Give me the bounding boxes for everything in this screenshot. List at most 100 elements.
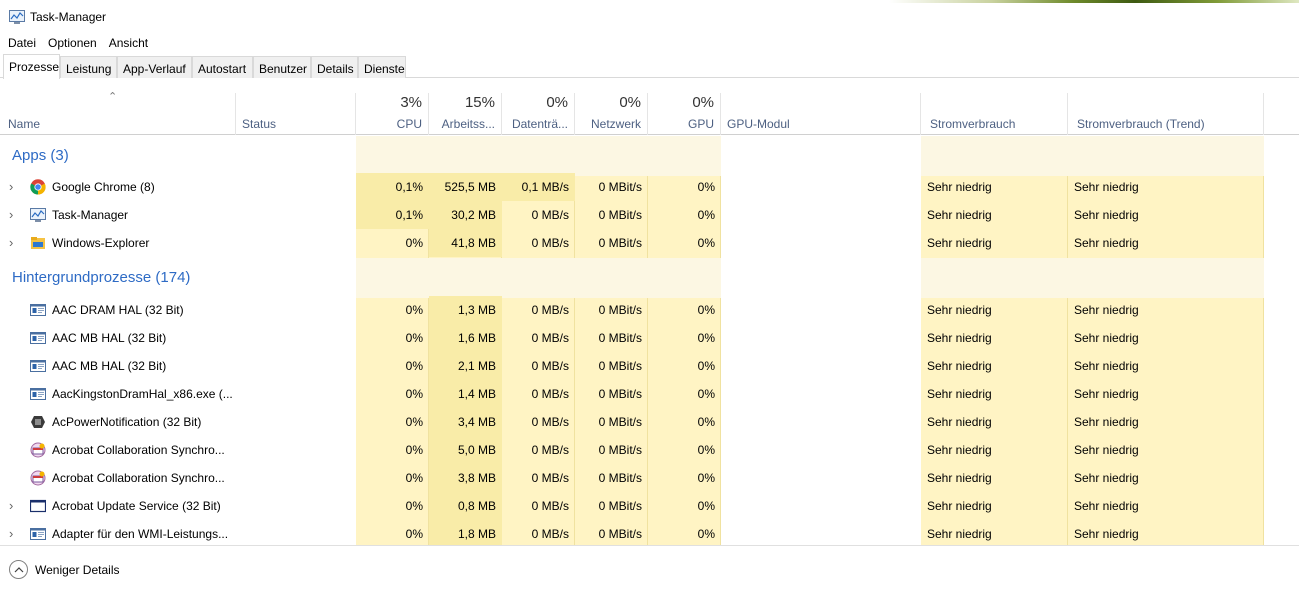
app-window-icon xyxy=(30,386,46,402)
expand-chevron-icon[interactable]: › xyxy=(9,207,14,222)
column-header-memory[interactable]: 15% Arbeitss... xyxy=(429,93,502,135)
expand-chevron-icon[interactable]: › xyxy=(9,526,14,541)
cell-cpu: 0% xyxy=(405,236,423,250)
cell-power-trend: Sehr niedrig xyxy=(1074,527,1139,541)
cell-cpu: 0% xyxy=(405,443,423,457)
column-header-disk[interactable]: 0% Datenträ... xyxy=(502,93,575,135)
expand-chevron-icon[interactable]: › xyxy=(9,498,14,513)
expand-chevron-icon[interactable]: › xyxy=(9,179,14,194)
cell-disk: 0 MB/s xyxy=(531,208,569,222)
process-name: AAC MB HAL (32 Bit) xyxy=(52,331,167,345)
cell-net: 0 MBit/s xyxy=(598,499,642,513)
network-column-bg xyxy=(575,136,648,545)
tab-performance[interactable]: Leistung xyxy=(60,56,117,78)
cell-gpu: 0% xyxy=(697,303,715,317)
column-header-gpu[interactable]: 0% GPU xyxy=(648,93,721,135)
cell-net: 0 MBit/s xyxy=(598,359,642,373)
tab-app-history[interactable]: App-Verlauf xyxy=(117,56,192,78)
cell-gpu: 0% xyxy=(697,471,715,485)
cell-disk: 0 MB/s xyxy=(531,443,569,457)
cell-mem: 30,2 MB xyxy=(429,201,502,229)
process-row[interactable]: Acrobat Collaboration Synchro... 0% 3,8 MB… xyxy=(0,464,1299,492)
group-heat-band xyxy=(356,258,721,298)
cell-cpu: 0,1% xyxy=(356,201,429,229)
cell-power: Sehr niedrig xyxy=(927,236,992,250)
footer-bar: Weniger Details xyxy=(0,545,1299,593)
process-name: Acrobat Collaboration Synchro... xyxy=(52,471,225,485)
cell-cpu: 0% xyxy=(405,415,423,429)
cell-gpu: 0% xyxy=(697,180,715,194)
process-row[interactable]: › Task-Manager 0,1% 30,2 MB 0 MB/s 0 MBit/s 0%… xyxy=(0,201,1299,229)
cell-gpu: 0% xyxy=(697,236,715,250)
process-row[interactable]: AAC MB HAL (32 Bit) 0% 1,6 MB 0 MB/s 0 MBit/… xyxy=(0,324,1299,352)
cell-power-trend: Sehr niedrig xyxy=(1074,303,1139,317)
expand-chevron-icon[interactable]: › xyxy=(9,235,14,250)
cell-gpu: 0% xyxy=(697,331,715,345)
column-header-gpu-engine[interactable]: GPU-Modul xyxy=(721,93,921,135)
cell-cpu: 0% xyxy=(405,499,423,513)
cell-cpu: 0% xyxy=(405,303,423,317)
process-row[interactable]: › Adapter für den WMI-Leistungs... 0% 1,8 M… xyxy=(0,520,1299,545)
desktop-background-strip xyxy=(889,0,1299,3)
cell-cpu: 0% xyxy=(405,387,423,401)
process-row[interactable]: Acrobat Collaboration Synchro... 0% 5,0 MB… xyxy=(0,436,1299,464)
memory-total: 15% xyxy=(464,94,495,111)
menu-options[interactable]: Optionen xyxy=(48,36,97,50)
process-row[interactable]: AacKingstonDramHal_x86.exe (... 0% 1,4 MB 0… xyxy=(0,380,1299,408)
process-row[interactable]: › Windows-Explorer 0% 41,8 MB 0 MB/s 0 MBit/s… xyxy=(0,229,1299,257)
column-header-status[interactable]: Status xyxy=(236,93,356,135)
service-window-icon xyxy=(29,498,47,514)
disk-column-bg xyxy=(502,136,575,545)
cell-mem: 1,8 MB xyxy=(429,520,502,545)
cell-net: 0 MBit/s xyxy=(598,471,642,485)
cell-disk: 0 MB/s xyxy=(531,471,569,485)
tab-startup[interactable]: Autostart xyxy=(192,56,253,78)
column-header-cpu[interactable]: 3% CPU xyxy=(356,93,429,135)
fewer-details-button[interactable]: Weniger Details xyxy=(9,560,119,579)
menu-bar: Datei Optionen Ansicht xyxy=(0,34,154,52)
column-header-network[interactable]: 0% Netzwerk xyxy=(575,93,648,135)
acrobat-sync-icon xyxy=(30,470,46,486)
cell-power-trend: Sehr niedrig xyxy=(1074,499,1139,513)
tab-details[interactable]: Details xyxy=(311,56,358,78)
cell-cpu: 0% xyxy=(405,471,423,485)
group-header-apps[interactable]: Apps (3) xyxy=(0,136,1299,176)
process-row[interactable]: AcPowerNotification (32 Bit) 0% 3,4 MB 0 MB… xyxy=(0,408,1299,436)
process-name: Task-Manager xyxy=(52,208,129,222)
process-row[interactable]: AAC MB HAL (32 Bit) 0% 2,1 MB 0 MB/s 0 MBit/… xyxy=(0,352,1299,380)
column-header-power[interactable]: Stromverbrauch xyxy=(921,93,1068,135)
chevron-up-circle-icon xyxy=(9,560,28,579)
group-title: Apps (3) xyxy=(12,147,69,164)
cell-gpu: 0% xyxy=(697,443,715,457)
app-window-icon xyxy=(30,302,46,318)
cell-power-trend: Sehr niedrig xyxy=(1074,236,1139,250)
process-row[interactable]: AAC DRAM HAL (32 Bit) 0% 1,3 MB 0 MB/s 0 MBi… xyxy=(0,296,1299,324)
cell-disk: 0 MB/s xyxy=(531,527,569,541)
gpu-column-bg xyxy=(648,136,721,545)
tab-services[interactable]: Dienste xyxy=(358,56,406,78)
app-window-icon xyxy=(30,526,46,542)
process-name: Windows-Explorer xyxy=(52,236,150,250)
menu-file[interactable]: Datei xyxy=(8,36,37,50)
process-row[interactable]: › Acrobat Update Service (32 Bit) 0% 0,8 MB… xyxy=(0,492,1299,520)
cell-net: 0 MBit/s xyxy=(598,443,642,457)
tab-processes[interactable]: Prozesse xyxy=(3,54,60,79)
menu-view[interactable]: Ansicht xyxy=(108,36,149,50)
cell-mem: 41,8 MB xyxy=(429,229,502,257)
process-row[interactable]: › Google Chrome (8) 0,1% 525,5 MB 0,1 MB/s 0 … xyxy=(0,173,1299,201)
cell-disk: 0 MB/s xyxy=(531,331,569,345)
cell-disk: 0 MB/s xyxy=(531,359,569,373)
cell-cpu: 0% xyxy=(405,331,423,345)
cell-power-trend: Sehr niedrig xyxy=(1074,387,1139,401)
cell-gpu: 0% xyxy=(697,359,715,373)
process-name: Google Chrome (8) xyxy=(52,180,155,194)
process-name: AcPowerNotification (32 Bit) xyxy=(52,415,202,429)
cell-gpu: 0% xyxy=(697,387,715,401)
column-header-name[interactable]: ⌃ Name xyxy=(0,91,236,135)
acrobat-sync-icon xyxy=(30,442,46,458)
cell-power: Sehr niedrig xyxy=(927,499,992,513)
column-header-power-trend[interactable]: Stromverbrauch (Trend) xyxy=(1068,93,1264,135)
group-header-background[interactable]: Hintergrundprozesse (174) xyxy=(0,258,1299,298)
tab-users[interactable]: Benutzer xyxy=(253,56,311,78)
cell-mem: 2,1 MB xyxy=(429,352,502,380)
